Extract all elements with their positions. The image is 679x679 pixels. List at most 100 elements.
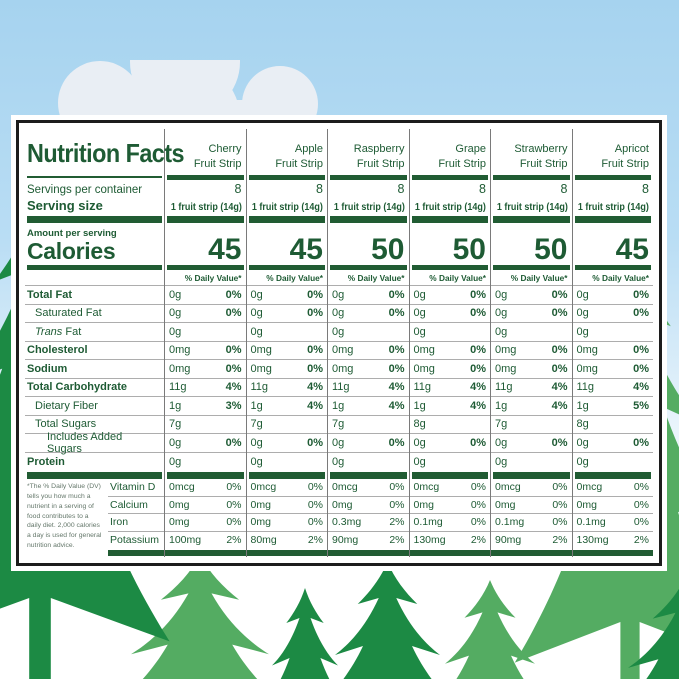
calories-value-raspberry: 50 [328, 224, 409, 265]
divider-bar [410, 264, 491, 270]
strawberry-iron: 0.1mg 0% [491, 514, 572, 532]
amount-value: 0g [576, 436, 589, 449]
cloud [58, 60, 318, 118]
amount-value: 80mg [250, 534, 277, 547]
dv-value: 0% [307, 498, 323, 511]
dv-value: 4% [633, 381, 649, 394]
cherry-added-sugars: 0g 0% [165, 434, 246, 453]
amount-value: 0g [169, 288, 182, 301]
grape-sodium: 0mg 0% [409, 360, 490, 379]
column-product: Fruit Strip [193, 157, 242, 170]
amount-value: 1g [495, 399, 508, 412]
row-label-protein: Protein [25, 453, 164, 472]
dv-value: 0% [633, 498, 649, 511]
column-apple: Apple Fruit Strip 8 1 fruit strip (14g) 45 % … [245, 129, 327, 557]
servings-value-raspberry: 8 [397, 182, 405, 196]
apricot-protein: 0g [573, 453, 654, 472]
dv-value: 0% [551, 362, 568, 375]
cherry-saturated-fat: 0g 0% [165, 305, 246, 323]
amount-value: 0g [495, 307, 508, 320]
strawberry-trans-fat: 0g [491, 323, 572, 342]
dv-value: 0% [551, 307, 568, 320]
bottom-bar-row [165, 549, 246, 557]
raspberry-cholesterol: 0mg 0% [328, 342, 409, 360]
apple-cholesterol: 0mg 0% [246, 342, 327, 360]
amount-value: 1g [332, 399, 345, 412]
divider-bar [573, 471, 654, 479]
nutrient-label: Dietary Fiber [35, 399, 98, 412]
calories-label: Calories [27, 238, 116, 264]
row-label-total-fat: Total Fat [25, 286, 164, 305]
calories-number: 45 [615, 233, 649, 266]
dv-value: 4% [307, 399, 323, 412]
apple-added-sugars: 0g 0% [246, 434, 327, 453]
divider-bar [410, 173, 491, 181]
raspberry-total-fat: 0g 0% [328, 286, 409, 305]
apple-total-carbohydrate: 11g 4% [246, 379, 327, 397]
strawberry-saturated-fat: 0g 0% [491, 305, 572, 323]
row-label-saturated-fat: Saturated Fat [25, 305, 164, 323]
amount-value: 0mcg [169, 481, 195, 494]
serving-size-value-apricot: 1 fruit strip (14g) [573, 197, 654, 215]
column-flavor: Raspberry [353, 143, 405, 156]
amount-value: 8g [576, 418, 589, 431]
bottom-bar-row [572, 549, 653, 557]
amount-value: 7g [495, 418, 508, 431]
strawberry-sodium: 0mg 0% [491, 360, 572, 379]
pine-tree-dark [252, 588, 358, 679]
amount-value: 0mg [413, 498, 434, 511]
column-flavor: Apple [294, 143, 323, 156]
dv-value: 0% [633, 288, 649, 301]
dv-value: 4% [388, 381, 405, 394]
grape-vitamin-d: 0mcg 0% [409, 479, 490, 497]
amount-value: 0mcg [576, 481, 603, 494]
dv-value: 0% [551, 344, 568, 357]
divider-bar [573, 264, 654, 270]
dv-value: 0% [389, 498, 405, 511]
amount-value: 11g [495, 381, 513, 394]
divider-bar [25, 471, 164, 479]
vitamin-label: Iron [110, 516, 129, 529]
serving-size-value-strawberry: 1 fruit strip (14g) [491, 197, 572, 215]
apple-trans-fat: 0g [246, 323, 327, 342]
calories-value-cherry: 45 [165, 224, 246, 265]
divider-bar [410, 215, 491, 224]
amount-value: 0mg [576, 362, 598, 375]
grape-added-sugars: 0g 0% [409, 434, 490, 453]
amount-value: 11g [413, 381, 432, 394]
amount-value: 0mg [332, 362, 354, 375]
dv-value: 0% [225, 362, 242, 375]
raspberry-total-carbohydrate: 11g 4% [328, 379, 409, 397]
amount-value: 0mg [169, 362, 191, 375]
cherry-total-sugars: 7g [165, 416, 246, 434]
daily-value-header-spacer [25, 270, 164, 286]
vitamin-label-iron: Iron [108, 514, 164, 532]
servings-label-cell: Servings per container [25, 181, 164, 197]
amount-value: 0mg [413, 362, 435, 375]
dv-value: 0% [307, 307, 323, 320]
column-apricot: Apricot Fruit Strip 8 1 fruit strip (14g) 45… [571, 129, 654, 557]
apple-iron: 0mg 0% [246, 514, 327, 532]
serving-size-value-grape: 1 fruit strip (14g) [410, 197, 491, 215]
divider-bar [328, 471, 409, 479]
amount-value: 0mg [413, 344, 435, 357]
vitamin-label: Potassium [110, 534, 160, 547]
cherry-iron: 0mg 0% [165, 514, 246, 532]
apricot-total-sugars: 8g [572, 416, 653, 434]
divider-bar [491, 471, 572, 479]
amount-value: 1g [250, 399, 263, 412]
divider-bar [573, 215, 654, 224]
grape-dietary-fiber: 1g 4% [409, 397, 490, 416]
vitamin-label: Calcium [110, 498, 148, 511]
divider-bar [25, 215, 164, 224]
strawberry-dietary-fiber: 1g 4% [491, 397, 572, 416]
cherry-trans-fat: 0g [165, 323, 246, 342]
amount-value: 0.1mg [495, 516, 525, 529]
amount-value: 0g [576, 325, 589, 338]
cherry-cholesterol: 0mg 0% [165, 342, 246, 360]
divider-bar [165, 264, 246, 270]
nutrient-label: Includes Added Sugars [47, 430, 123, 455]
nutrient-label: Sodium [27, 362, 68, 375]
amount-value: 11g [169, 381, 187, 394]
amount-value: 0g [495, 288, 508, 301]
